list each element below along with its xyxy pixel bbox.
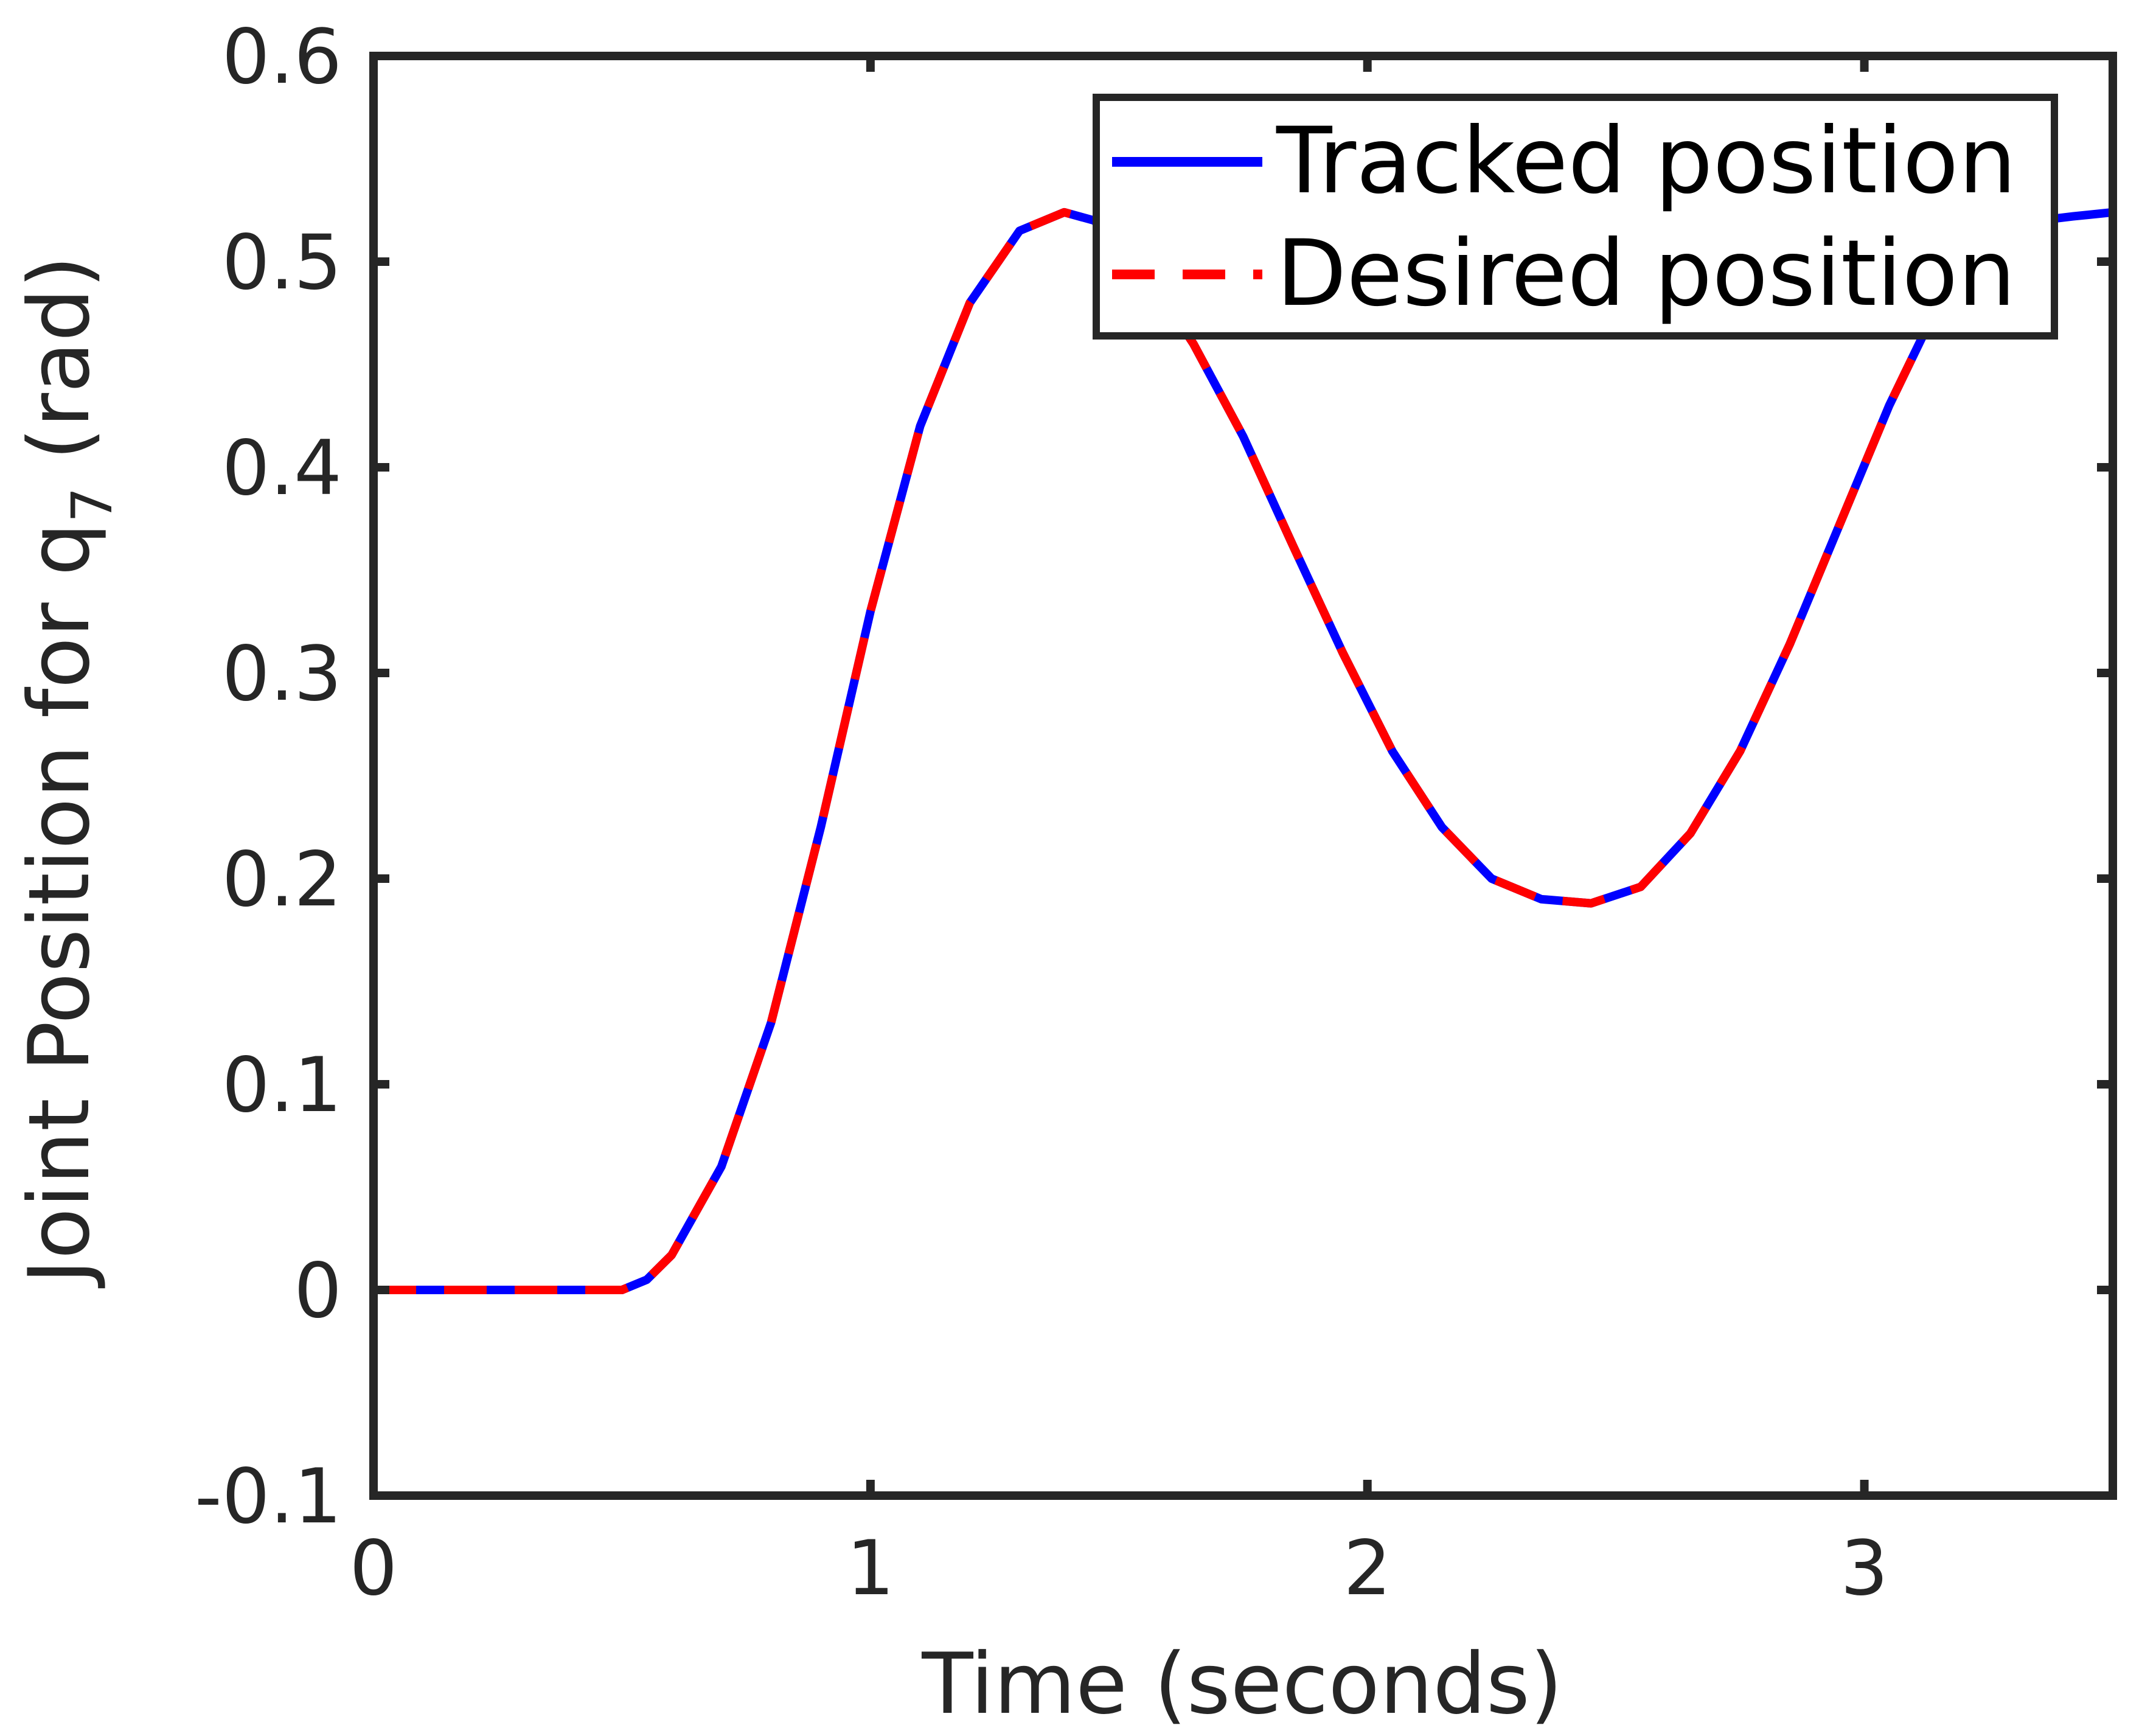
x-axis-label: Time (seconds) [921,1635,1562,1725]
y-tick-label: 0.1 [222,1042,342,1129]
x-tick-label: 1 [846,1525,894,1612]
y-tick-label: 0.3 [222,630,342,718]
y-axis-label-main: Joint Position for q [10,523,108,1289]
y-tick-label: 0 [294,1247,342,1335]
series-layer [374,207,2113,1294]
legend-box [1093,94,2058,340]
y-axis-label: Joint Position for q7 (rad) [10,256,125,1289]
legend-label-tracked: Tracked position [1276,108,2016,214]
y-tick-label: 0.2 [222,836,342,924]
y-axis-label-unit: (rad) [10,256,108,461]
y-tick-label: 0.4 [222,425,342,512]
x-tick-label: 2 [1343,1525,1391,1612]
y-tick-label: 0.6 [222,13,342,101]
legend: Tracked position Desired position [1093,94,2058,340]
y-tick-label: 0.5 [222,219,342,307]
x-tick-label: 3 [1840,1525,1888,1612]
series-line-desired-position [374,207,1992,1294]
plot-frame [369,52,2117,1500]
y-tick-label: -0.1 [195,1453,342,1541]
x-tick-label: 0 [350,1525,398,1612]
y-axis-label-subscript: 7 [60,487,125,523]
legend-label-desired: Desired position [1276,221,2015,327]
tick-labels-layer: 0 1 2 3-0.100.10.20.30.40.50.6 [195,13,1888,1612]
